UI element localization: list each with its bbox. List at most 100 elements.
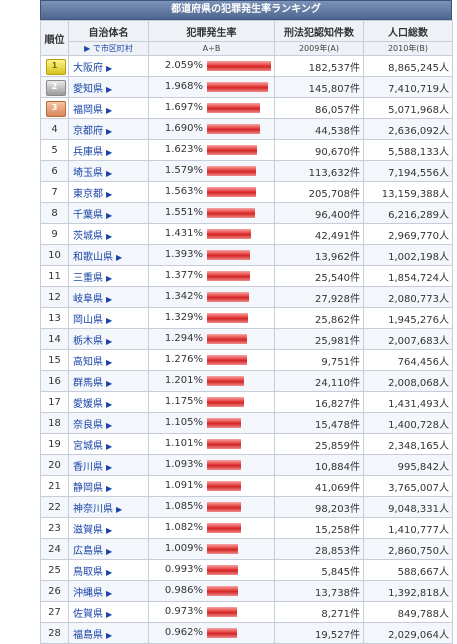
expand-arrow-icon[interactable]: ▶ xyxy=(106,189,113,199)
expand-arrow-icon[interactable]: ▶ xyxy=(106,567,113,577)
rank-cell: 17 xyxy=(40,391,69,413)
prefecture-link[interactable]: 佐賀県 xyxy=(73,608,103,620)
rate-value: 1.276% xyxy=(164,354,203,366)
prefecture-link[interactable]: 栃木県 xyxy=(73,335,103,347)
expand-arrow-icon[interactable]: ▶ xyxy=(106,210,113,220)
crime-count-cell: 27,928件 xyxy=(274,286,364,308)
prefecture-link[interactable]: 愛知県 xyxy=(73,83,103,95)
prefecture-link[interactable]: 東京都 xyxy=(73,188,103,200)
expand-arrow-icon[interactable]: ▶ xyxy=(106,105,113,115)
expand-arrow-icon[interactable]: ▶ xyxy=(116,252,123,262)
expand-arrow-icon[interactable]: ▶ xyxy=(106,315,113,325)
rank-number: 13 xyxy=(48,312,61,324)
rate-value: 1.009% xyxy=(164,543,203,555)
expand-arrow-icon[interactable]: ▶ xyxy=(106,273,113,283)
population-cell: 1,431,493人 xyxy=(363,391,453,413)
expand-arrow-icon[interactable]: ▶ xyxy=(106,126,113,136)
prefecture-link[interactable]: 和歌山県 xyxy=(73,251,113,263)
crime-count-cell: 145,807件 xyxy=(274,76,364,98)
expand-arrow-icon[interactable]: ▶ xyxy=(106,294,113,304)
crime-count-cell: 24,110件 xyxy=(274,370,364,392)
prefecture-link[interactable]: 神奈川県 xyxy=(73,503,113,515)
header-rate[interactable]: 犯罪発生率 xyxy=(148,20,275,42)
expand-arrow-icon[interactable]: ▶ xyxy=(106,63,113,73)
rate-value: 1.329% xyxy=(164,312,203,324)
header-count[interactable]: 刑法犯認知件数 xyxy=(274,20,364,42)
rank-cell: 22 xyxy=(40,496,69,518)
rank-cell: 3 xyxy=(40,97,69,119)
crime-count-cell: 16,827件 xyxy=(274,391,364,413)
header-pop[interactable]: 人口総数 xyxy=(363,20,453,42)
ranking-title: 都道府県の犯罪発生率ランキング xyxy=(40,0,452,20)
expand-arrow-icon[interactable]: ▶ xyxy=(106,399,113,409)
crime-count-cell: 8,271件 xyxy=(274,601,364,623)
table-row: 12 岐阜県 ▶ 1.342% 27,928件 2,080,773人 xyxy=(40,286,453,308)
prefecture-link[interactable]: 沖縄県 xyxy=(73,587,103,599)
rate-bar xyxy=(207,333,247,344)
prefecture-link[interactable]: 兵庫県 xyxy=(73,146,103,158)
rank-cell: 13 xyxy=(40,307,69,329)
rate-bar xyxy=(207,501,241,512)
prefecture-link[interactable]: 宮城県 xyxy=(73,440,103,452)
prefecture-link[interactable]: 岡山県 xyxy=(73,314,103,326)
prefecture-link[interactable]: 大阪府 xyxy=(73,62,103,74)
prefecture-link[interactable]: 高知県 xyxy=(73,356,103,368)
rate-bar xyxy=(207,354,247,365)
prefecture-link[interactable]: 三重県 xyxy=(73,272,103,284)
expand-arrow-icon[interactable]: ▶ xyxy=(106,336,113,346)
expand-arrow-icon[interactable]: ▶ xyxy=(106,609,113,619)
rank-number: 4 xyxy=(51,123,58,135)
prefecture-link[interactable]: 京都府 xyxy=(73,125,103,137)
prefecture-link[interactable]: 広島県 xyxy=(73,545,103,557)
rate-cell: 0.962% xyxy=(148,622,275,644)
expand-arrow-icon[interactable]: ▶ xyxy=(106,84,113,94)
expand-arrow-icon[interactable]: ▶ xyxy=(106,630,113,640)
prefecture-link[interactable]: 福島県 xyxy=(73,629,103,641)
expand-arrow-icon[interactable]: ▶ xyxy=(106,525,113,535)
prefecture-cell: 兵庫県 ▶ xyxy=(68,139,149,161)
expand-arrow-icon[interactable]: ▶ xyxy=(106,168,113,178)
prefecture-link[interactable]: 滋賀県 xyxy=(73,524,103,536)
expand-arrow-icon[interactable]: ▶ xyxy=(106,588,113,598)
expand-arrow-icon[interactable]: ▶ xyxy=(106,546,113,556)
rate-value: 0.962% xyxy=(164,627,203,639)
rate-value: 1.082% xyxy=(164,522,203,534)
prefecture-link[interactable]: 奈良県 xyxy=(73,419,103,431)
prefecture-link[interactable]: 静岡県 xyxy=(73,482,103,494)
rank-number: 1 xyxy=(51,61,58,70)
expand-arrow-icon[interactable]: ▶ xyxy=(106,483,113,493)
expand-arrow-icon[interactable]: ▶ xyxy=(106,231,113,241)
expand-arrow-icon[interactable]: ▶ xyxy=(116,504,123,514)
crown-icon: 3 xyxy=(45,101,66,117)
rate-bar xyxy=(207,585,238,596)
population-cell: 1,410,777人 xyxy=(363,517,453,539)
header-name[interactable]: 自治体名 xyxy=(68,20,149,42)
prefecture-link[interactable]: 香川県 xyxy=(73,461,103,473)
prefecture-link[interactable]: 群馬県 xyxy=(73,377,103,389)
prefecture-link[interactable]: 愛媛県 xyxy=(73,398,103,410)
expand-arrow-icon[interactable]: ▶ xyxy=(106,378,113,388)
expand-arrow-icon[interactable]: ▶ xyxy=(106,462,113,472)
crime-count-cell: 13,962件 xyxy=(274,244,364,266)
table-row: 24 広島県 ▶ 1.009% 28,853件 2,860,750人 xyxy=(40,538,453,560)
prefecture-link[interactable]: 福岡県 xyxy=(73,104,103,116)
expand-arrow-icon[interactable]: ▶ xyxy=(106,357,113,367)
prefecture-link[interactable]: 岐阜県 xyxy=(73,293,103,305)
rate-cell: 1.082% xyxy=(148,517,275,539)
prefecture-cell: 佐賀県 ▶ xyxy=(68,601,149,623)
expand-arrow-icon[interactable]: ▶ xyxy=(106,420,113,430)
expand-arrow-icon[interactable]: ▶ xyxy=(106,441,113,451)
rank-number: 23 xyxy=(48,522,61,534)
rank-number: 21 xyxy=(48,480,61,492)
crime-count-cell: 205,708件 xyxy=(274,181,364,203)
expand-arrow-icon[interactable]: ▶ xyxy=(106,147,113,157)
rate-bar xyxy=(207,375,244,386)
prefecture-link[interactable]: 鳥取県 xyxy=(73,566,103,578)
prefecture-link[interactable]: 千葉県 xyxy=(73,209,103,221)
prefecture-link[interactable]: 茨城県 xyxy=(73,230,103,242)
crime-count-cell: 19,527件 xyxy=(274,622,364,644)
rank-number: 11 xyxy=(48,270,61,282)
prefecture-link[interactable]: 埼玉県 xyxy=(73,167,103,179)
rate-value: 1.377% xyxy=(164,270,203,282)
prefecture-cell: 福岡県 ▶ xyxy=(68,97,149,119)
